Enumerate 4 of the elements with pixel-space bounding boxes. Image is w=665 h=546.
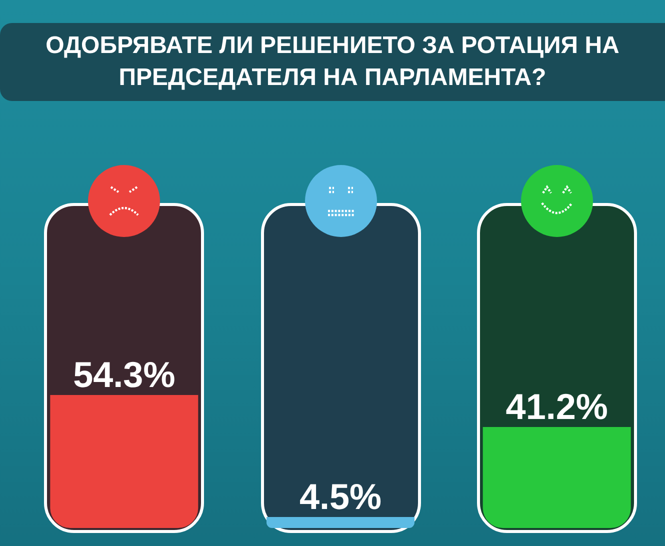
- chart-title: ОДОБРЯВАТЕ ЛИ РЕШЕНИЕТО ЗА РОТАЦИЯ НА ПРЕДСЕДАТЕЛЯ НА ПАРЛАМЕНТА?: [44, 31, 620, 93]
- data-label: 4.5%: [299, 476, 382, 517]
- data-label: 54.3%: [73, 354, 176, 395]
- data-label: 41.2%: [506, 386, 608, 428]
